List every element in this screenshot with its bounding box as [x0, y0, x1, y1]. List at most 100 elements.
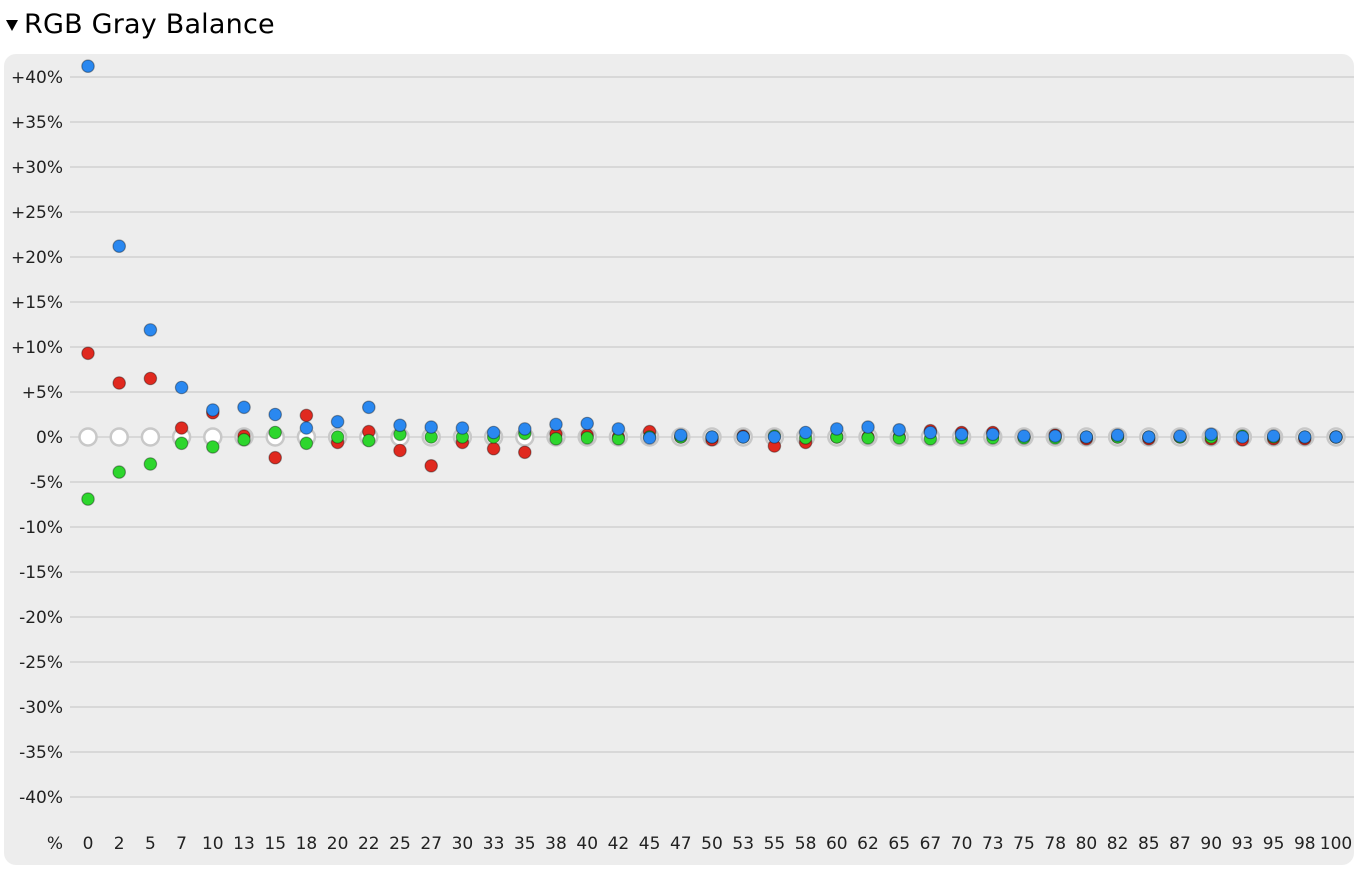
x-tick-label: 65 [888, 834, 910, 854]
data-point [892, 422, 906, 437]
y-tick-label: -25% [19, 653, 63, 673]
x-tick-label: 50 [701, 834, 723, 854]
data-point [705, 430, 719, 444]
data-point [486, 441, 501, 456]
x-tick-label: 22 [358, 834, 380, 854]
data-point [237, 400, 251, 415]
data-point [861, 420, 875, 434]
data-point [81, 492, 95, 506]
x-tick-label: 38 [545, 834, 567, 854]
y-tick-label: +40% [11, 68, 63, 88]
data-point [143, 457, 158, 471]
x-tick-label: 40 [576, 834, 598, 854]
x-tick-label: 55 [764, 834, 786, 854]
x-tick-label: 75 [1013, 834, 1035, 854]
y-tick-label: -40% [19, 788, 63, 808]
data-point [268, 450, 282, 465]
x-tick-label: 53 [732, 834, 754, 854]
x-tick-label: 58 [795, 834, 817, 854]
data-point [580, 416, 594, 431]
x-tick-label: 93 [1232, 834, 1254, 854]
data-point [1329, 430, 1343, 444]
data-point [299, 408, 314, 423]
data-point [268, 425, 282, 440]
reference-point [140, 427, 161, 447]
reference-point [109, 427, 129, 447]
x-tick-label: 60 [826, 834, 848, 854]
x-tick-label: 73 [982, 834, 1004, 854]
y-tick-label: 0% [36, 428, 63, 448]
y-tick-label: +25% [11, 203, 63, 223]
data-point [112, 239, 126, 253]
data-point [143, 371, 158, 386]
x-tick-label: 33 [483, 834, 505, 854]
x-tick-label: 15 [264, 834, 286, 854]
data-point [112, 465, 126, 479]
x-tick-label: 13 [233, 834, 255, 854]
y-tick-label: -5% [30, 473, 63, 493]
data-point [81, 346, 95, 361]
x-tick-label: 10 [202, 834, 224, 854]
x-tick-label: 2 [114, 834, 125, 854]
x-tick-label: 82 [1107, 834, 1129, 854]
data-point [361, 400, 376, 415]
data-point [1204, 427, 1218, 442]
y-tick-label: -10% [19, 518, 63, 538]
triangle-down-icon[interactable] [6, 19, 18, 31]
data-point [1142, 430, 1156, 444]
y-tick-label: +35% [11, 113, 63, 133]
data-point [330, 414, 345, 429]
data-point [206, 403, 220, 417]
x-tick-label: 47 [670, 834, 692, 854]
x-tick-label: 100 [1320, 834, 1352, 854]
data-point [642, 431, 657, 445]
data-point [174, 421, 189, 435]
grid-lines [70, 76, 1354, 798]
data-point [330, 430, 345, 444]
x-tick-label: 0 [83, 834, 94, 854]
x-tick-label: 62 [857, 834, 879, 854]
data-point [393, 418, 407, 433]
reference-point [78, 427, 98, 447]
x-tick-label: 30 [452, 834, 474, 854]
data-point [1110, 428, 1125, 442]
x-tick-label: 18 [296, 834, 318, 854]
data-point [1298, 430, 1312, 444]
x-tick-label: 42 [608, 834, 630, 854]
series-2 [81, 59, 1343, 445]
y-tick-label: -30% [19, 698, 63, 718]
x-tick-label: 67 [920, 834, 942, 854]
x-tick-label: 95 [1263, 834, 1285, 854]
data-point [143, 323, 158, 337]
data-point [206, 440, 220, 454]
data-point [393, 443, 407, 458]
gray-balance-chart: +40% +35% +30% +25% +20% +15% +10% +5% 0% -5% -10%… [11, 59, 1354, 854]
data-point [798, 425, 813, 440]
data-point [1266, 429, 1281, 443]
data-series [81, 59, 1343, 506]
data-point [954, 427, 969, 442]
data-point [1235, 430, 1250, 444]
data-point [486, 425, 501, 440]
data-point [1048, 429, 1062, 443]
data-point [299, 421, 314, 435]
y-tick-label: -20% [19, 608, 63, 628]
y-tick-label: +5% [22, 383, 63, 403]
section-title: RGB Gray Balance [24, 8, 275, 40]
section-header[interactable]: RGB Gray Balance [6, 6, 275, 42]
data-point [517, 422, 532, 436]
x-tick-label: 5 [145, 834, 156, 854]
data-point [673, 428, 688, 442]
data-point [767, 430, 782, 444]
y-tick-label: -15% [19, 563, 63, 583]
x-tick-label: 35 [514, 834, 536, 854]
x-tick-label: 90 [1200, 834, 1222, 854]
y-tick-label: +15% [11, 293, 63, 313]
x-axis-ticks: % 0 2 5 7 10 13 15 18 20 22 25 27 30 33 35 38 40 42 45 47 50 5… [47, 834, 1352, 854]
x-tick-label: 45 [639, 834, 661, 854]
y-tick-label: +30% [11, 158, 63, 178]
data-point [361, 433, 376, 448]
data-point [517, 445, 532, 460]
data-point [1017, 429, 1031, 443]
y-tick-label: +10% [11, 338, 63, 358]
